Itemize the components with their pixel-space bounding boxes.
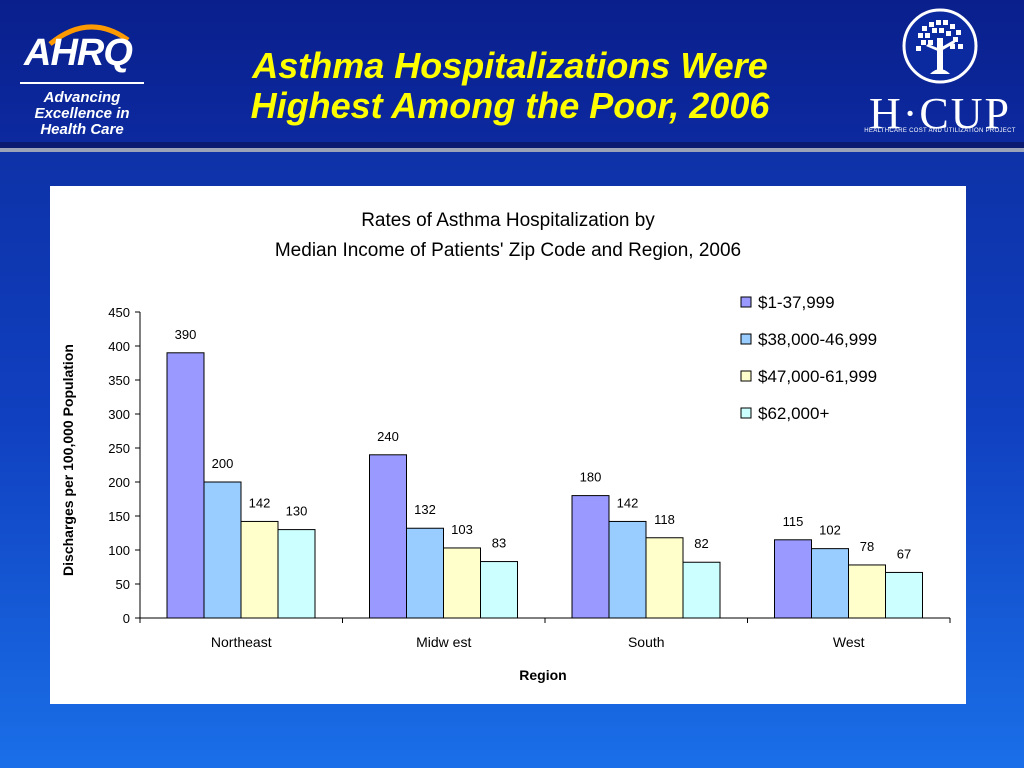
y-tick-label: 300 [108, 407, 130, 422]
chart-title-line: Median Income of Patients' Zip Code and … [275, 240, 741, 261]
plot-area: 0 50 100 150 200 250 300 350 400 450 390 200 142 130 N… [108, 305, 951, 650]
tree-seal-icon [902, 8, 978, 84]
data-label: 82 [694, 536, 708, 551]
data-label: 132 [414, 502, 436, 517]
bar [571, 495, 610, 619]
header-divider [0, 142, 1024, 148]
data-label: 83 [492, 536, 506, 551]
legend-label: $38,000-46,999 [758, 330, 877, 349]
bar [277, 529, 316, 619]
legend-label: $47,000-61,999 [758, 367, 877, 386]
ahrq-wordmark: AHRQ [24, 32, 133, 74]
slide-title-line: Highest Among the Poor, 2006 [250, 85, 770, 126]
bar [406, 527, 444, 619]
legend-label: $1-37,999 [758, 293, 835, 312]
x-tick-label: West [833, 634, 865, 650]
data-label: 390 [175, 327, 197, 342]
ahrq-tagline-line: Health Care [40, 121, 124, 138]
ahrq-tagline-line: Excellence in [34, 105, 130, 122]
x-axis-label: Region [519, 667, 566, 683]
data-label: 142 [617, 495, 639, 510]
legend-swatch [740, 407, 752, 419]
legend-swatch [740, 333, 752, 345]
y-tick-label: 50 [116, 577, 130, 592]
data-label: 118 [654, 512, 675, 527]
bar [203, 481, 242, 619]
slide-title-line: Asthma Hospitalizations Were [252, 45, 768, 86]
legend-swatch [740, 296, 752, 308]
hcup-wordmark: H·CUP [868, 89, 1012, 138]
ahrq-tagline: Advancing Excellence in Health Care [16, 90, 148, 138]
bar [608, 520, 647, 619]
bar [443, 547, 481, 619]
header-bar [0, 0, 1024, 150]
ahrq-arc-icon [48, 24, 130, 46]
y-tick-label: 350 [108, 373, 130, 388]
bar [240, 520, 279, 619]
ahrq-tagline-line: Advancing [43, 89, 121, 106]
data-label: 200 [212, 456, 234, 471]
legend: $1-37,999 $38,000-46,999 $47,000-61,999 $62… [740, 293, 877, 423]
data-label: 130 [286, 504, 308, 519]
chart-title-line: Rates of Asthma Hospitalization by [361, 210, 655, 231]
bar [682, 561, 721, 619]
legend-swatch [740, 370, 752, 382]
x-tick-label: South [628, 634, 665, 650]
bar [166, 352, 205, 619]
y-tick-label: 250 [108, 441, 130, 456]
data-label: 142 [249, 495, 271, 510]
bar [811, 548, 849, 619]
data-label: 103 [451, 522, 473, 537]
bar [885, 571, 923, 619]
data-label: 115 [783, 514, 804, 529]
bar [480, 561, 518, 619]
bar-chart: Rates of Asthma Hospitalization by Media… [60, 210, 951, 683]
ahrq-divider [20, 82, 144, 84]
y-axis-label: Discharges per 100,000 Population [60, 344, 76, 576]
hcup-subtitle: HEALTHCARE COST AND UTILIZATION PROJECT [864, 128, 1016, 134]
data-label: 180 [580, 470, 602, 485]
bar [645, 537, 684, 619]
bar [774, 539, 812, 619]
y-tick-label: 400 [108, 339, 130, 354]
data-label: 67 [897, 546, 911, 561]
bar [369, 454, 407, 619]
slide-title: Asthma Hospitalizations Were Highest Amo… [170, 46, 850, 126]
x-tick-label: Northeast [211, 634, 272, 650]
data-label: 102 [819, 523, 841, 538]
bar [848, 564, 886, 619]
header-divider-shadow [0, 148, 1024, 152]
data-label: 240 [377, 429, 399, 444]
x-tick-label: Midw est [416, 634, 471, 650]
hcup-logo: H·CUP HEALTHCARE COST AND UTILIZATION PR… [864, 8, 1016, 138]
y-tick-label: 450 [108, 305, 130, 320]
data-label: 78 [860, 539, 874, 554]
y-tick-label: 0 [123, 611, 130, 626]
y-tick-label: 200 [108, 475, 130, 490]
ahrq-logo: AHRQ Advancing Excellence in Health Care [10, 8, 144, 138]
y-tick-label: 150 [108, 509, 130, 524]
y-tick-label: 100 [108, 543, 130, 558]
chart-panel: Rates of Asthma Hospitalization by Media… [50, 186, 966, 704]
legend-label: $62,000+ [758, 404, 829, 423]
